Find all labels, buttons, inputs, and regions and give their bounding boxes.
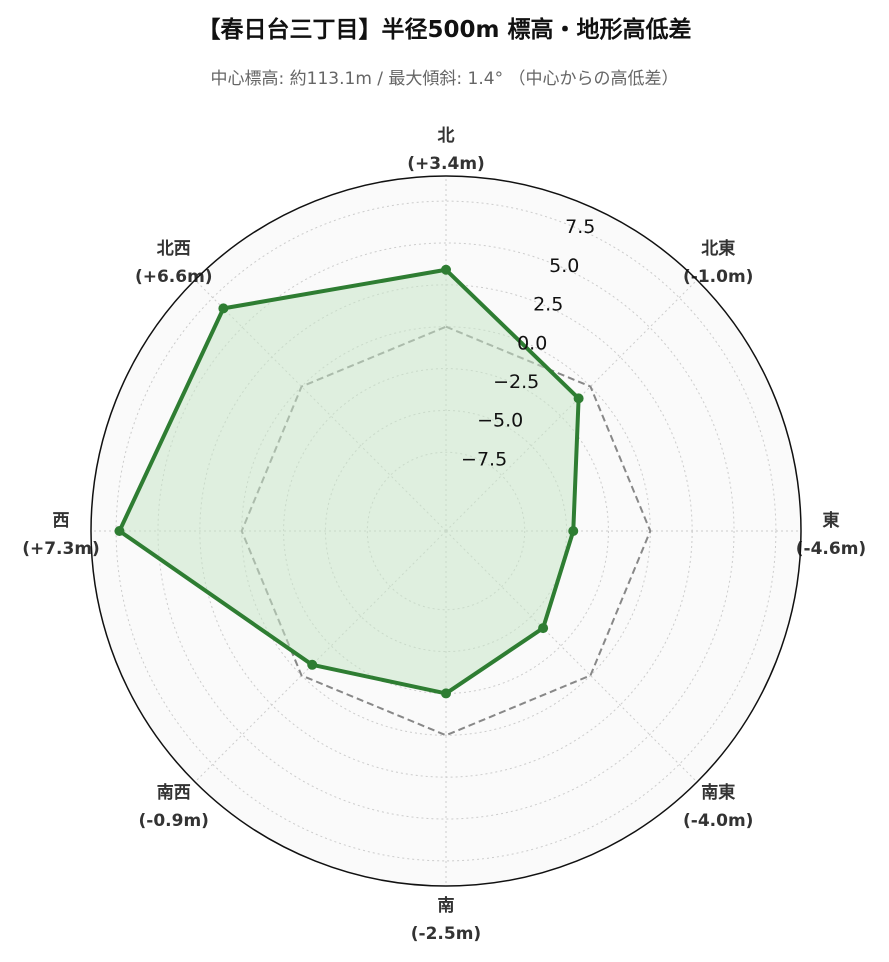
radial-tick-labels: −7.5 −5.0 −2.5 0.0 2.5 5.0 7.5 bbox=[461, 216, 595, 470]
direction-value-label: (+6.6m) bbox=[135, 267, 213, 287]
grid-spoke-1 bbox=[445, 279, 698, 532]
direction-label-2: 東 (-4.6m) bbox=[796, 510, 866, 559]
data-point-5 bbox=[307, 659, 318, 670]
rtick-label-3: 0.0 bbox=[517, 332, 547, 354]
grid-ring-5 bbox=[157, 242, 735, 820]
direction-label-6: 西 (+7.3m) bbox=[22, 511, 100, 559]
direction-name: 北東 bbox=[701, 238, 735, 259]
rtick-label-1: −5.0 bbox=[477, 410, 523, 432]
direction-labels: 北 (+3.4m) 北東 (-1.0m) 東 (-4.6m) 南東 (-4.0m) 南 (-2.5… bbox=[22, 126, 866, 944]
data-point-1 bbox=[573, 393, 584, 404]
chart-title: 【春日台三丁目】半径500m 標高・地形高低差 bbox=[197, 17, 692, 43]
data-point-7 bbox=[218, 303, 229, 314]
series-area bbox=[119, 269, 579, 694]
direction-name: 南東 bbox=[701, 782, 735, 803]
direction-value-label: (-0.9m) bbox=[139, 811, 209, 831]
direction-value-label: (-4.6m) bbox=[796, 539, 866, 559]
direction-value-label: (+3.4m) bbox=[407, 154, 485, 174]
direction-name: 東 bbox=[823, 510, 840, 531]
rtick-label-2: −2.5 bbox=[493, 371, 539, 393]
direction-label-3: 南東 (-4.0m) bbox=[683, 782, 753, 831]
rtick-label-6: 7.5 bbox=[565, 216, 595, 238]
direction-value-label: (-2.5m) bbox=[411, 924, 481, 944]
direction-label-0: 北 (+3.4m) bbox=[407, 126, 485, 174]
rtick-label-4: 2.5 bbox=[533, 294, 563, 316]
direction-name: 北 bbox=[438, 126, 455, 146]
data-point-4 bbox=[441, 688, 451, 699]
data-point-6 bbox=[114, 526, 125, 536]
data-point-2 bbox=[568, 526, 579, 536]
data-point-3 bbox=[538, 623, 549, 634]
data-points bbox=[114, 264, 584, 699]
direction-label-4: 南 (-2.5m) bbox=[411, 895, 481, 944]
direction-name: 北西 bbox=[157, 239, 191, 259]
direction-name: 西 bbox=[53, 511, 70, 531]
direction-label-1: 北東 (-1.0m) bbox=[683, 238, 753, 287]
data-point-0 bbox=[441, 264, 451, 275]
outer-frame bbox=[90, 175, 802, 887]
rtick-label-5: 5.0 bbox=[549, 255, 579, 277]
direction-label-5: 南西 (-0.9m) bbox=[139, 782, 209, 831]
direction-value-label: (-4.0m) bbox=[683, 811, 753, 831]
direction-name: 南 bbox=[438, 895, 455, 916]
direction-value-label: (-1.0m) bbox=[683, 267, 753, 287]
direction-value-label: (+7.3m) bbox=[22, 539, 100, 559]
direction-name: 南西 bbox=[157, 782, 191, 803]
chart-subtitle: 中心標高: 約113.1m / 最大傾斜: 1.4° （中心からの高低差） bbox=[210, 69, 679, 89]
grid-spoke-5 bbox=[194, 530, 447, 783]
grid-spoke-3 bbox=[445, 530, 698, 783]
direction-label-7: 北西 (+6.6m) bbox=[135, 239, 213, 287]
rtick-label-0: −7.5 bbox=[461, 448, 507, 470]
